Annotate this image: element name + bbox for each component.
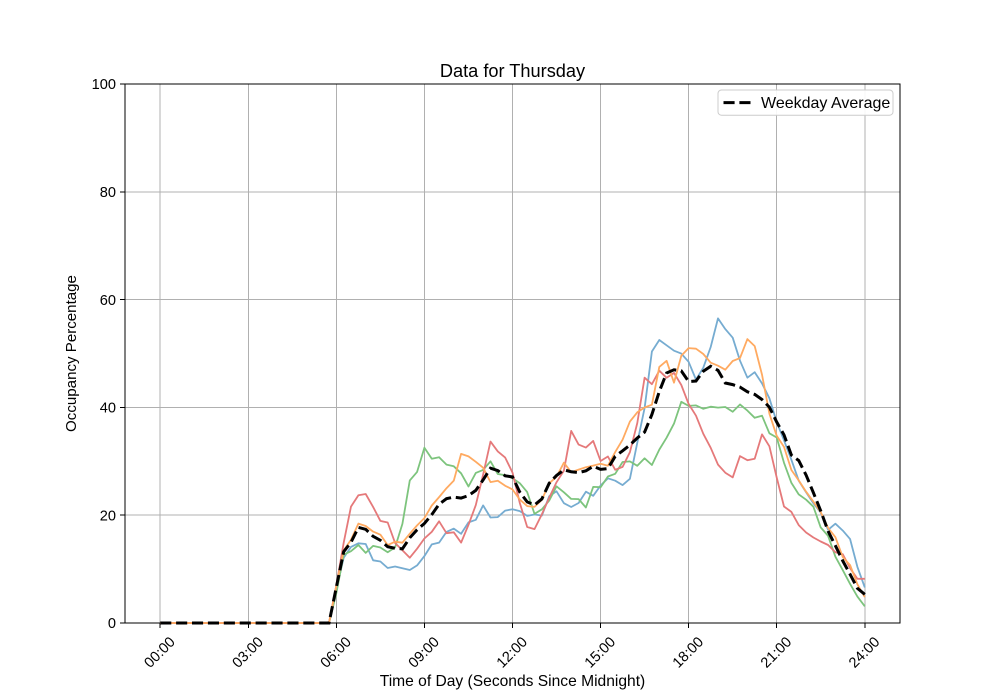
svg-text:100: 100: [92, 77, 116, 93]
svg-text:60: 60: [100, 293, 116, 309]
svg-text:20: 20: [100, 508, 116, 524]
svg-text:Data for Thursday: Data for Thursday: [440, 61, 586, 81]
svg-text:0: 0: [108, 616, 116, 632]
svg-text:80: 80: [100, 185, 116, 201]
svg-text:40: 40: [100, 401, 116, 417]
svg-text:Occupancy Percentage: Occupancy Percentage: [63, 275, 80, 432]
svg-text:Weekday Average: Weekday Average: [761, 95, 890, 112]
svg-text:Time of Day (Seconds Since Mid: Time of Day (Seconds Since Midnight): [380, 673, 646, 690]
